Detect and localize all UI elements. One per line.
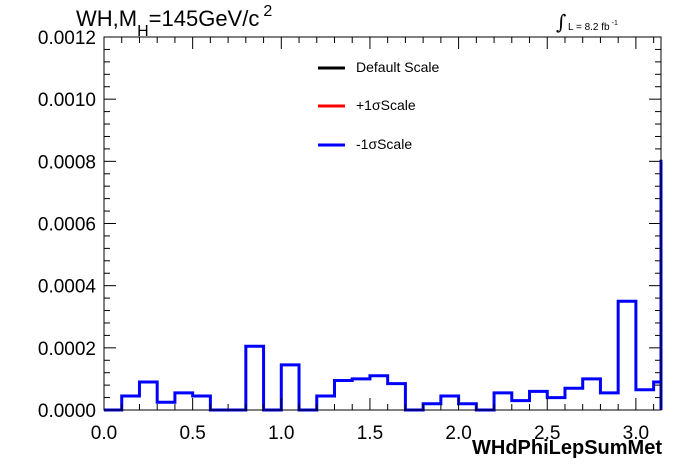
x-tick-label: 0.0 [91, 423, 117, 444]
x-tick-label: 1.5 [357, 423, 383, 444]
title-superscript: 2 [263, 3, 273, 20]
legend-label-default: Default Scale [356, 59, 440, 75]
chart-title: WH,MH=145GeV/c 2 [76, 3, 273, 40]
title-subscript: H [137, 23, 149, 40]
y-tick-label: 0.0000 [38, 401, 96, 422]
title-prefix: WH,M [76, 6, 138, 31]
histogram-series [104, 159, 663, 412]
x-tick-label: 2.5 [534, 423, 560, 444]
x-tick-label: 1.0 [268, 423, 294, 444]
y-tick-label: 0.0002 [38, 339, 96, 360]
y-tick-label: 0.0008 [38, 152, 96, 173]
x-tick-label: 2.0 [445, 423, 471, 444]
x-axis-label: WHdPhiLepSumMet [472, 437, 662, 459]
integral-symbol: ∫ [556, 10, 567, 34]
plot-frame [103, 36, 662, 411]
luminosity-superscript: -1 [611, 20, 618, 27]
y-tick-label: 0.0004 [38, 277, 97, 298]
y-tick-label: 0.0010 [38, 90, 96, 111]
x-tick-label: 0.5 [179, 423, 205, 444]
y-tick-label: 0.0012 [38, 28, 96, 49]
title-value: =145GeV/c [148, 6, 260, 31]
luminosity-text: L = 8.2 fb [568, 22, 610, 33]
legend-label-plus1sigma: +1σScale [356, 97, 416, 113]
y-tick-label: 0.0006 [38, 215, 96, 236]
x-tick-label: 3.0 [623, 423, 649, 444]
legend-label-minus1sigma: -1σScale [356, 136, 413, 152]
